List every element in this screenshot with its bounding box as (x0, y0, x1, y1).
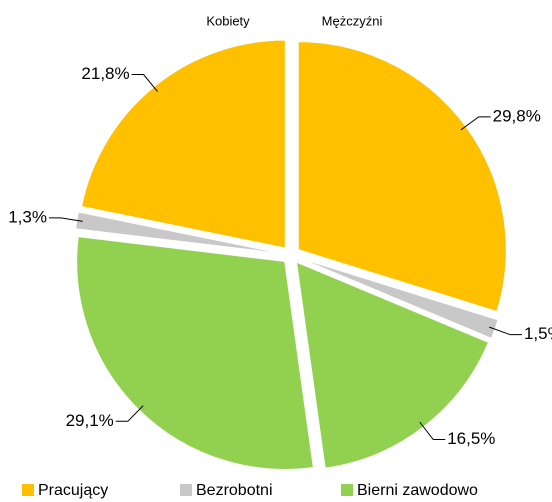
legend-label: Bierni zawodowo (357, 482, 478, 499)
value-label: 16,5% (447, 429, 495, 448)
group-label: Kobiety (206, 13, 250, 28)
pie-slice (76, 236, 314, 470)
legend-label: Pracujący (38, 482, 108, 499)
value-label: 21,8% (81, 64, 129, 83)
group-label: Mężczyźni (322, 13, 383, 28)
legend-label: Bezrobotni (196, 482, 273, 499)
value-label: 29,8% (493, 106, 541, 125)
leader-line (419, 421, 446, 441)
legend-swatch (22, 484, 34, 496)
leader-line (115, 405, 144, 422)
leader-line (460, 116, 491, 131)
value-label: 1,3% (8, 207, 47, 226)
value-label: 1,5% (524, 324, 552, 343)
leader-line (48, 217, 83, 222)
legend-swatch (180, 484, 192, 496)
legend-swatch (341, 484, 353, 496)
leader-line (131, 74, 158, 92)
leader-line (489, 326, 522, 336)
value-label: 29,1% (66, 411, 114, 430)
